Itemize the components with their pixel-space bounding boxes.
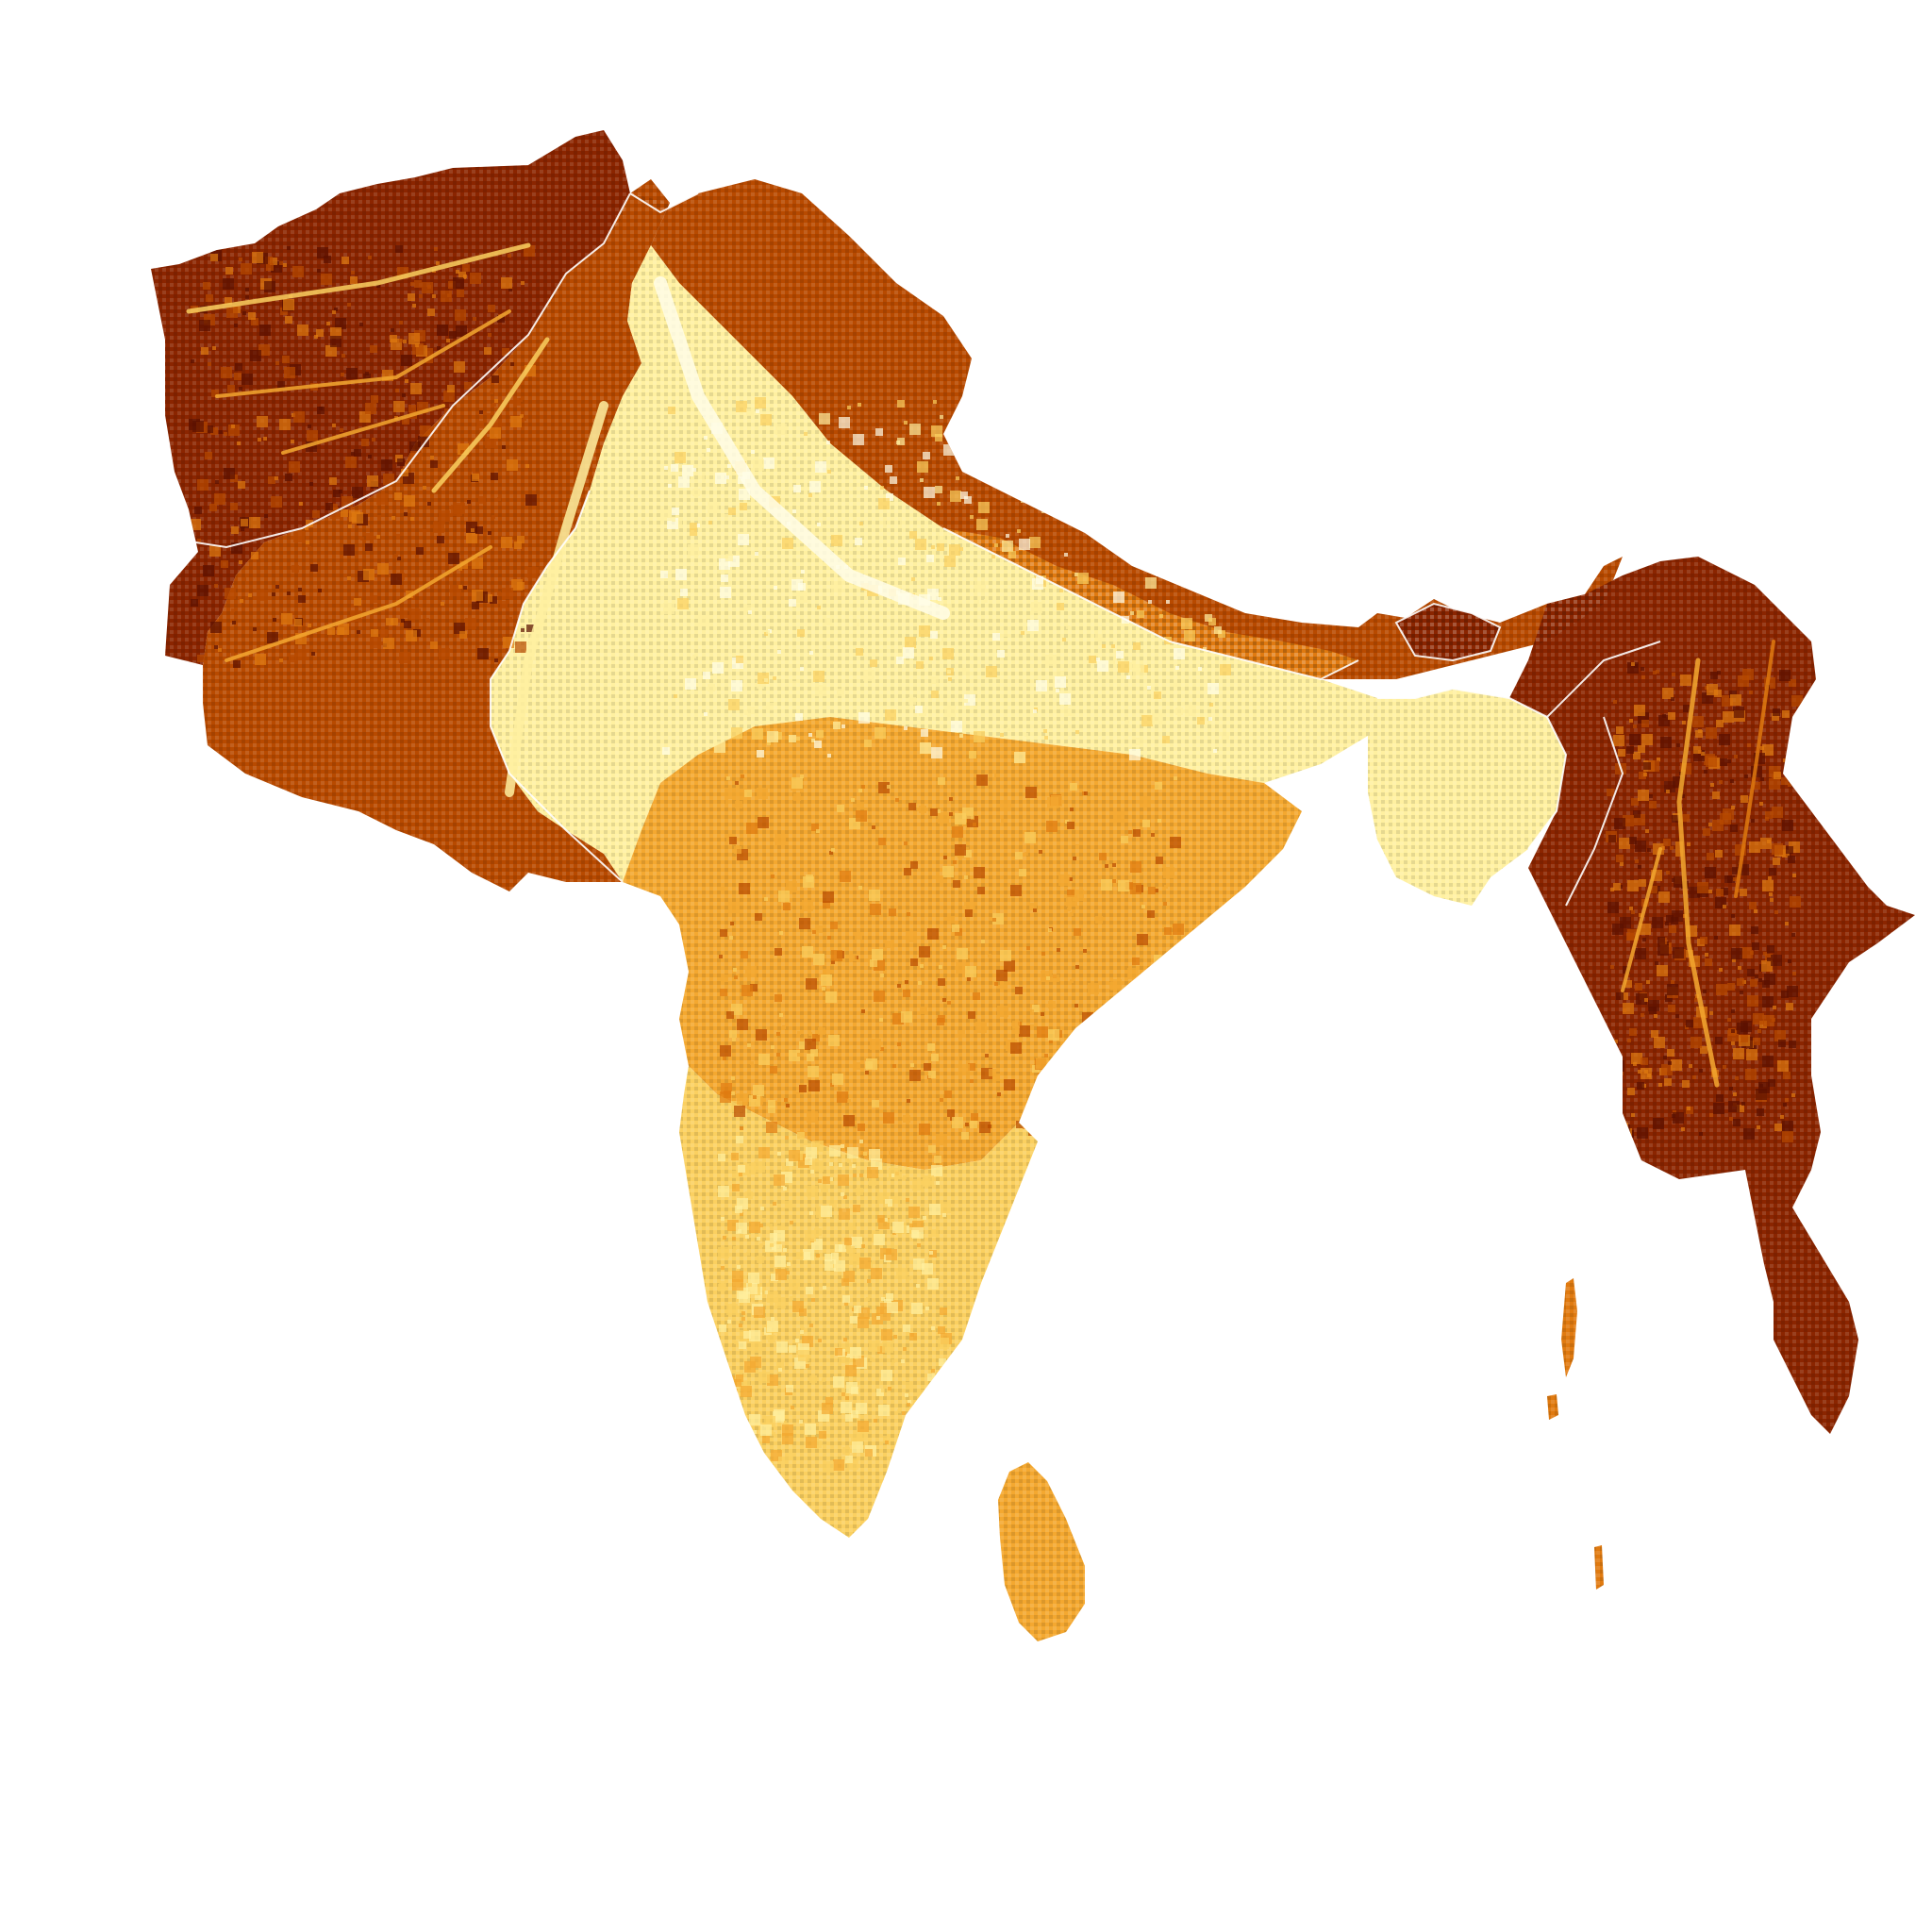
texture-overlay <box>151 130 1915 1641</box>
country-borders <box>164 192 1661 907</box>
bright-corridors <box>186 242 1775 1088</box>
